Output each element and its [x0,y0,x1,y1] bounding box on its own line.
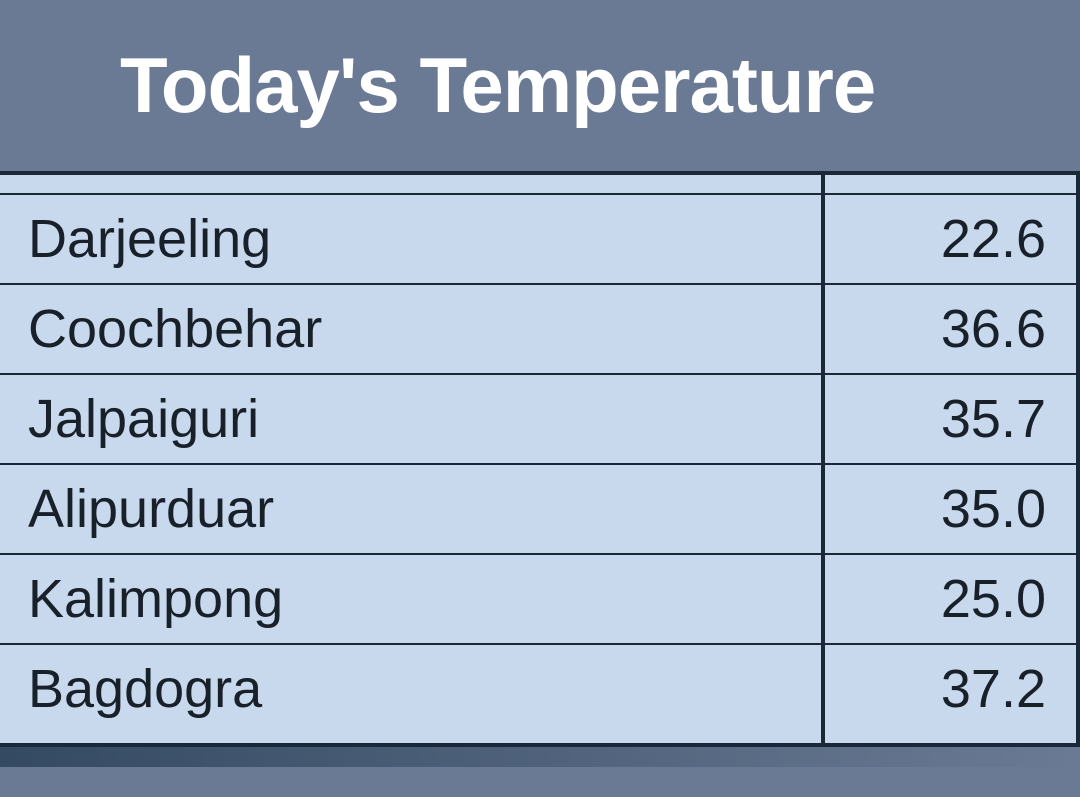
location-cell: Darjeeling [0,195,825,283]
page-title: Today's Temperature [120,40,1020,131]
temperature-cell: 35.7 [825,375,1080,463]
table-bottom-spacer [0,733,1080,743]
temperature-cell: 36.6 [825,285,1080,373]
location-cell: Bagdogra [0,645,825,733]
temperature-cell: 25.0 [825,555,1080,643]
table-row: Alipurduar 35.0 [0,463,1080,553]
location-cell: Alipurduar [0,465,825,553]
header-area: Today's Temperature [0,0,1080,171]
temperature-cell: 37.2 [825,645,1080,733]
table-row: Coochbehar 36.6 [0,283,1080,373]
footer-gradient [0,747,1080,767]
table-row: Bagdogra 37.2 [0,643,1080,733]
location-cell: Jalpaiguri [0,375,825,463]
temperature-cell: 22.6 [825,195,1080,283]
location-cell: Coochbehar [0,285,825,373]
location-cell: Kalimpong [0,555,825,643]
temperature-table: Darjeeling 22.6 Coochbehar 36.6 Jalpaigu… [0,171,1080,747]
temperature-cell: 35.0 [825,465,1080,553]
table-row: Jalpaiguri 35.7 [0,373,1080,463]
table-row: Kalimpong 25.0 [0,553,1080,643]
table-row: Darjeeling 22.6 [0,193,1080,283]
table-header-spacer [0,175,1080,193]
